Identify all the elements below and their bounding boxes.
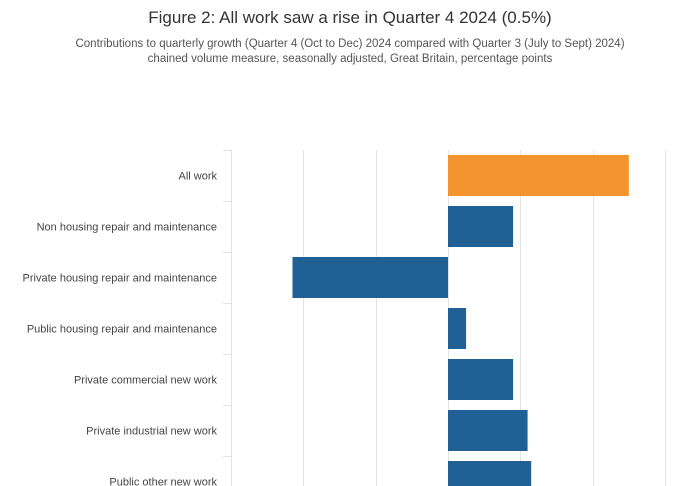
bars — [292, 155, 629, 486]
bar-public-housing-repair-and-maintenance[interactable] — [448, 308, 467, 349]
bar-private-housing-repair-and-maintenance[interactable] — [292, 257, 448, 298]
category-label: Private commercial new work — [74, 375, 218, 387]
bar-public-other-new-work[interactable] — [448, 461, 532, 486]
category-label: Public other new work — [109, 477, 217, 486]
bar-all-work[interactable] — [448, 155, 629, 196]
bar-private-industrial-new-work[interactable] — [448, 410, 528, 451]
chart-subtitle-line-2: chained volume measure, seasonally adjus… — [147, 53, 553, 65]
category-labels: All work Non housing repair and maintenan… — [23, 171, 218, 486]
category-label: Private housing repair and maintenance — [23, 273, 217, 285]
category-label: Non housing repair and maintenance — [37, 222, 217, 234]
category-label: Private industrial new work — [86, 426, 217, 438]
chart-subtitle-line-1: Contributions to quarterly growth (Quart… — [75, 38, 625, 50]
bar-non-housing-repair-and-maintenance[interactable] — [448, 206, 514, 247]
chart-title: Figure 2: All work saw a rise in Quarter… — [148, 8, 552, 27]
category-label: Public housing repair and maintenance — [27, 324, 217, 336]
bar-private-commercial-new-work[interactable] — [448, 359, 514, 400]
chart-subtitle: Contributions to quarterly growth (Quart… — [0, 37, 700, 67]
category-ticks — [223, 150, 232, 486]
category-label: All work — [178, 171, 217, 183]
